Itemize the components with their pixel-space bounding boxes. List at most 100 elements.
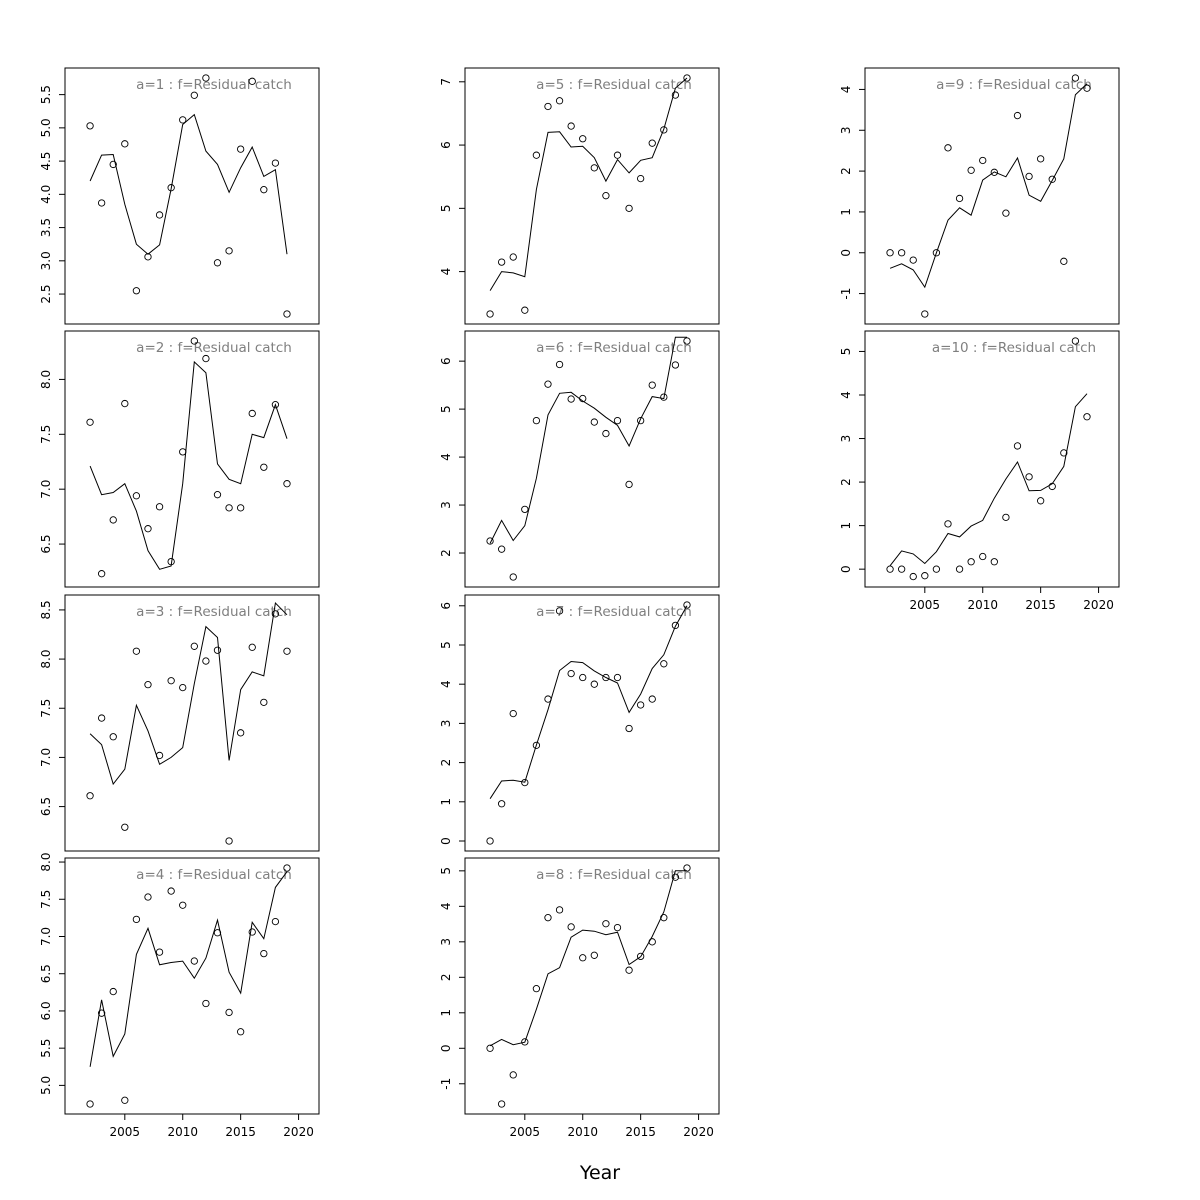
observed-point [109,733,117,741]
panel-title: a=8 : f=Residual catch [536,867,692,883]
observed-point [260,949,268,958]
y-tick-label: -1 [439,1078,453,1090]
x-tick-label: 2020 [283,1125,314,1139]
fitted-line [489,77,688,291]
observed-point [544,914,552,922]
observed-point [602,429,610,438]
y-tick-label: 5 [839,348,853,356]
observed-point [625,724,633,733]
y-tick-label: 6 [439,602,453,610]
observed-point [1048,175,1056,183]
observed-point [97,714,106,722]
observed-point [532,151,541,159]
observed-point [1060,449,1068,457]
fitted-line [489,605,688,799]
observed-point [155,211,164,219]
y-tick-label: 4 [439,453,453,461]
observed-point [202,354,210,363]
y-tick-label: 3 [839,435,853,443]
panel-frame [64,67,320,325]
observed-point [683,864,691,872]
y-tick-label: 0 [839,249,853,257]
observed-point [637,416,645,425]
y-tick-label: 2.5 [39,285,53,304]
y-tick-label: 6 [439,141,453,149]
observed-point [225,504,233,512]
y-tick-label: 4 [439,680,453,688]
observed-point [202,999,210,1008]
observed-point [637,952,645,961]
x-tick-label: 2020 [683,1125,714,1139]
x-tick-label: 2015 [225,1125,256,1139]
observed-point [637,701,645,709]
observed-point [144,525,152,533]
observed-point [967,558,975,566]
observed-point [486,310,494,318]
observed-point [132,492,141,500]
observed-point [202,657,210,665]
y-tick-label: 1 [839,522,853,530]
y-tick-label: 7.5 [39,699,53,718]
panel-title: a=6 : f=Residual catch [536,340,692,356]
observed-point [1025,172,1033,181]
observed-point [555,607,564,615]
observed-point [86,122,94,130]
observed-point [567,122,575,130]
y-tick-label: 8.5 [39,600,53,619]
panel-frame [64,594,320,852]
observed-point [155,948,164,956]
observed-point [121,399,129,408]
x-tick-label: 2005 [510,1125,541,1139]
y-tick-label: 5 [439,405,453,413]
observed-point [671,621,680,630]
observed-point [555,360,564,369]
y-tick-label: 5.5 [39,85,53,104]
observed-point [955,565,964,573]
x-tick-label: 2010 [567,1125,598,1139]
y-tick-label: 5.0 [39,1076,53,1095]
observed-point [155,751,164,760]
observed-point [109,987,117,996]
observed-point [683,74,691,82]
observed-point [521,306,529,314]
observed-point [932,249,941,257]
observed-point [225,247,233,255]
observed-point [886,249,894,257]
panel-frame [464,594,720,852]
observed-point [86,1100,94,1108]
panel-title: a=3 : f=Residual catch [136,604,292,620]
observed-point [283,310,291,318]
observed-point [613,151,622,159]
y-tick-label: 5 [439,205,453,213]
x-tick-label: 2005 [910,598,941,612]
fitted-line [89,601,288,786]
fitted-line [89,113,288,255]
x-tick-label: 2010 [967,598,998,612]
panel-a10: 0 1 2 3 4 5 2005 2010 2015 2020 a=10 : f=Residual … [839,330,1120,612]
observed-point [909,572,917,581]
x-tick-label: 2010 [167,1125,198,1139]
observed-point [1002,209,1010,217]
y-tick-label: 1 [839,208,853,216]
observed-point [237,145,245,153]
observed-point [613,416,622,425]
observed-point [213,259,222,267]
panel-title: a=2 : f=Residual catch [136,340,292,356]
panel-title: a=9 : f=Residual catch [936,77,1092,93]
observed-point [260,186,268,194]
y-tick-label: 3.0 [39,251,53,270]
observed-point [579,954,587,962]
observed-point [544,380,552,388]
observed-point [225,837,233,845]
observed-point [509,253,517,261]
panel-a4: 5.0 5.5 6.0 6.5 7.0 7.5 8.0 2005 2010 2015 2020 a=4… [39,852,320,1139]
y-tick-label: 7 [439,78,453,86]
observed-point [544,102,552,111]
observed-point [497,800,506,808]
y-tick-label: 7.5 [39,890,53,909]
panel-title: a=4 : f=Residual catch [136,867,292,883]
panel-frame [64,330,320,588]
observed-point [579,394,587,403]
panel-a9: -1 0 1 2 3 4 a=9 : f=Residual catch [839,67,1120,325]
